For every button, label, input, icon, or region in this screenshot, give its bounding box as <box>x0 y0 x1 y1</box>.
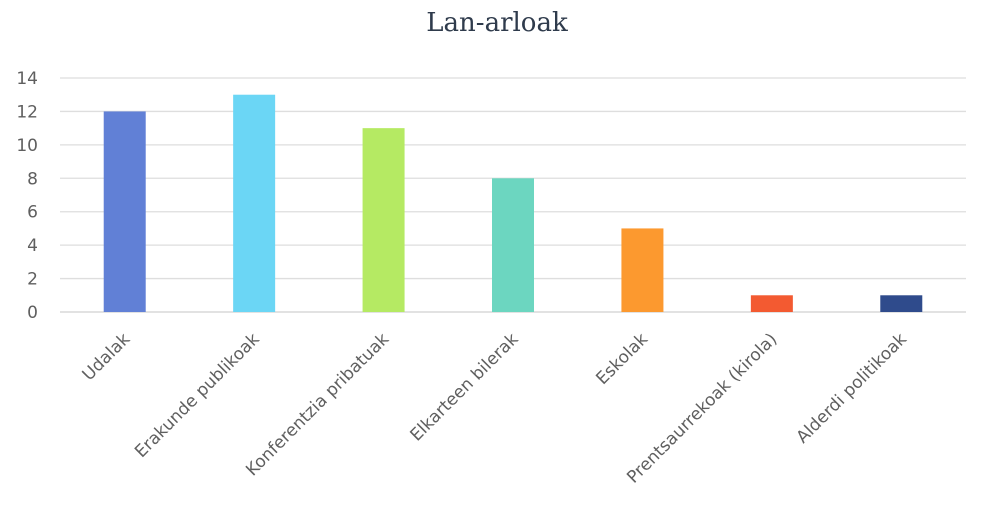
y-tick-label: 14 <box>16 69 38 89</box>
bar <box>233 94 276 312</box>
x-category-label: Prentsaurrekoak (kirola) <box>623 329 781 487</box>
y-tick-label: 12 <box>16 102 38 122</box>
bar <box>880 295 923 312</box>
chart-title: Lan-arloak <box>426 8 568 38</box>
x-category-label: Erakunde publikoak <box>131 329 264 462</box>
bar <box>103 111 146 312</box>
y-tick-label: 0 <box>27 303 38 323</box>
x-category-label: Elkarteen bilerak <box>406 329 522 445</box>
x-category-label: Eskolak <box>592 329 652 389</box>
y-tick-label: 2 <box>27 270 38 290</box>
bars <box>103 94 923 312</box>
y-tick-label: 8 <box>27 169 38 189</box>
bar <box>492 178 534 312</box>
x-category-label: Konferentzia pribatuak <box>242 329 393 480</box>
x-category-label: Udalak <box>79 329 135 385</box>
bar <box>750 295 793 312</box>
y-tick-label: 4 <box>27 236 38 256</box>
y-axis-ticks: 0 2 4 6 8 10 12 14 <box>16 69 38 323</box>
bar <box>362 128 405 312</box>
x-category-label: Alderdi politikoak <box>793 329 911 447</box>
y-tick-label: 10 <box>16 136 38 156</box>
bar <box>621 228 664 312</box>
y-tick-label: 6 <box>27 203 38 223</box>
